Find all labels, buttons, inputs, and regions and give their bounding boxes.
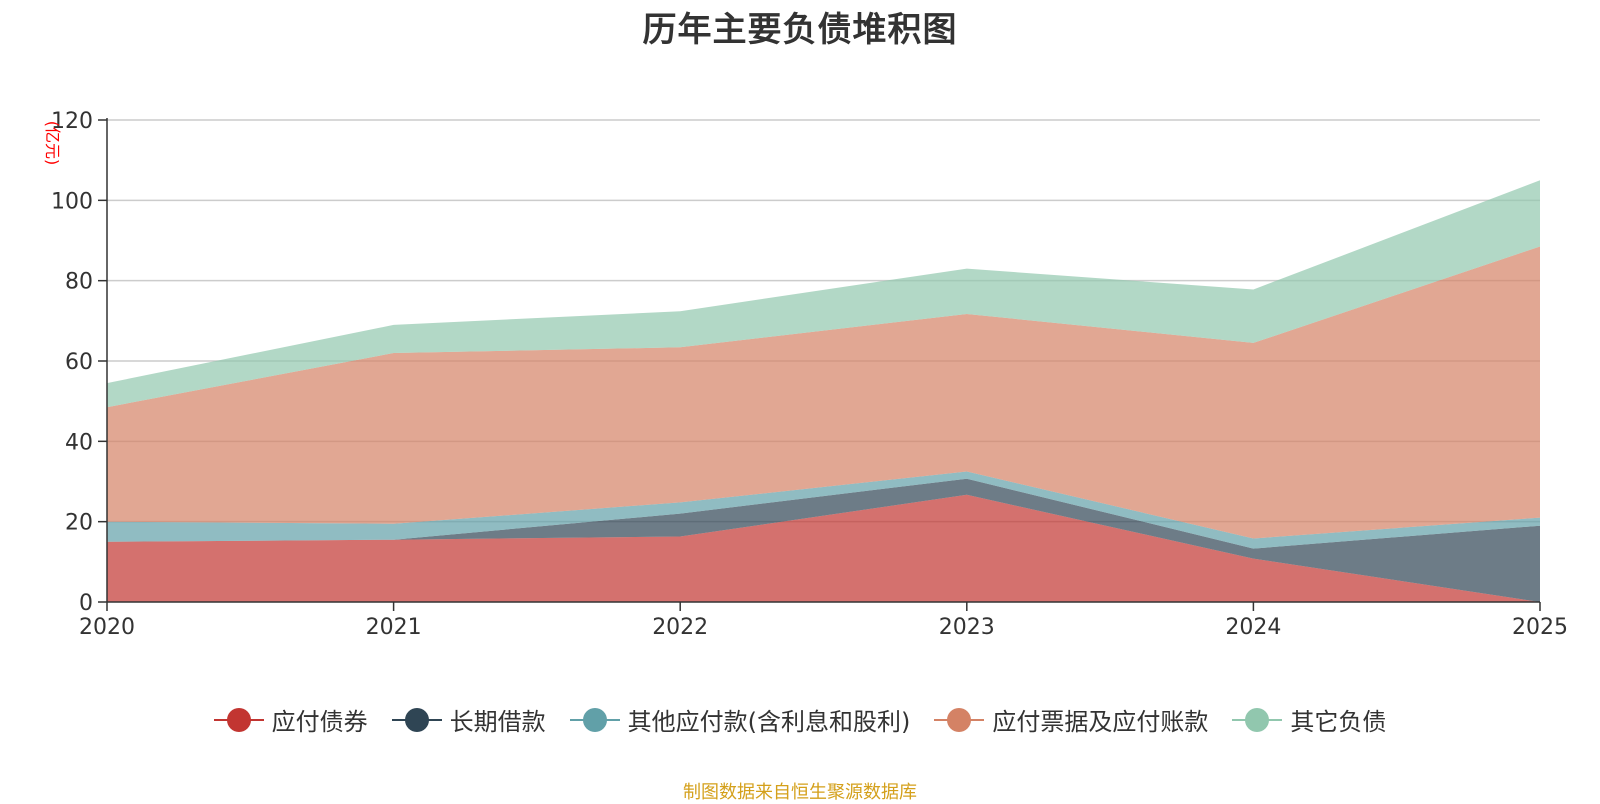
chart-title: 历年主要负债堆积图 [642,10,958,50]
legend-marker-icon [934,707,985,733]
y-axis-unit-label: (亿元) [43,121,62,166]
legend-label: 其他应付款(含利息和股利) [627,708,911,736]
legend-item-3[interactable]: 应付票据及应付账款 [934,702,1208,737]
y-tick-label: 100 [51,189,93,214]
legend-marker-icon [213,707,264,733]
x-tick-label: 2025 [1512,615,1568,640]
area-series-1[interactable] [107,478,1540,602]
x-tick-label: 2024 [1225,615,1281,640]
area-series-2[interactable] [107,471,1540,549]
x-tick-label: 2022 [652,615,708,640]
legend-label: 应付票据及应付账款 [992,708,1209,736]
x-tick-label: 2023 [939,615,995,640]
area-layer [107,180,1540,602]
y-tick-label: 0 [79,591,93,616]
axis-layer: 0 20 40 60 80 100 120 2020 2021 2022 2023 2024 2025 [51,109,1568,640]
legend-item-4[interactable]: 其它负债 [1232,702,1386,737]
y-tick-label: 80 [65,270,93,295]
legend-item-1[interactable]: 长期借款 [391,702,546,737]
y-tick-label: 120 [51,109,93,134]
area-series-0[interactable] [107,494,1540,602]
y-tick-label: 20 [65,511,93,536]
legend-marker-icon [391,707,442,733]
y-tick-label: 60 [65,350,93,375]
legend-marker-icon [569,707,620,733]
legend: 应付债券 长期借款 其他应付款(含利息和股利) 应付票据及应付账款 其它负债 [0,702,1600,737]
legend-marker-icon [1232,707,1283,733]
data-source-note: 制图数据来自恒生聚源数据库 [683,782,917,803]
legend-label: 长期借款 [449,708,546,736]
legend-item-0[interactable]: 应付债券 [213,702,368,737]
y-tick-label: 40 [65,430,93,455]
legend-label: 应付债券 [271,708,368,736]
legend-label: 其它负债 [1290,708,1387,736]
area-series-4[interactable] [107,180,1540,408]
x-tick-label: 2021 [366,615,422,640]
x-tick-label: 2020 [79,615,135,640]
area-series-3[interactable] [107,246,1540,539]
legend-item-2[interactable]: 其他应付款(含利息和股利) [569,702,911,737]
